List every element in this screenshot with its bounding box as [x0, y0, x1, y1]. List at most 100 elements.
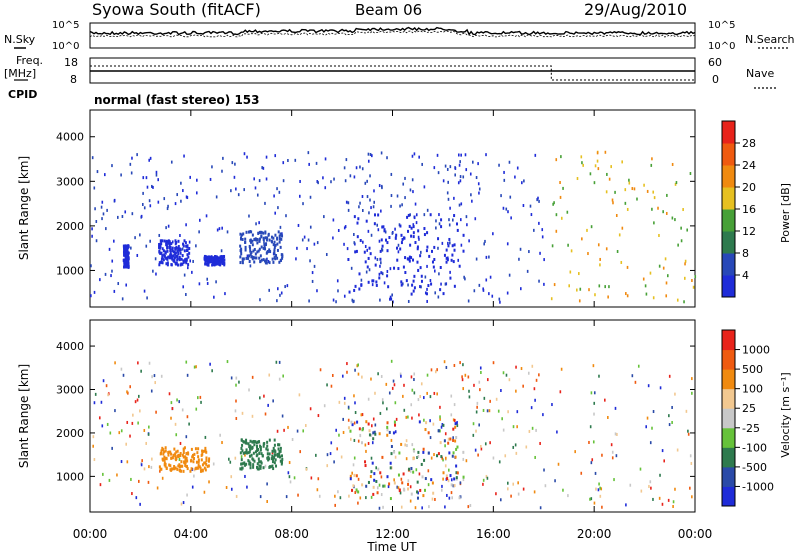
echo-mark — [294, 158, 297, 162]
echo-region-mark — [248, 462, 251, 466]
echo-mark — [539, 441, 541, 445]
echo-region-mark — [184, 463, 187, 467]
echo-mark — [365, 496, 367, 500]
echo-region-mark — [265, 447, 268, 451]
echo-region-mark — [378, 432, 381, 436]
echo-mark — [566, 210, 569, 214]
echo-mark — [235, 187, 237, 191]
echo-mark — [426, 264, 428, 268]
echo-region-mark — [350, 420, 353, 424]
echo-mark — [297, 223, 300, 227]
echo-region-mark — [258, 237, 261, 241]
echo-mark — [275, 360, 278, 364]
echo-mark — [219, 433, 221, 437]
echo-region-mark — [190, 447, 193, 451]
colorbar-segment — [722, 349, 735, 370]
echo-mark — [282, 179, 285, 183]
echo-mark — [430, 456, 433, 460]
echo-mark — [672, 505, 674, 509]
echo-mark — [198, 230, 200, 234]
echo-region-mark — [416, 496, 419, 500]
echo-mark — [345, 158, 348, 162]
echo-mark — [318, 494, 321, 498]
echo-mark — [418, 237, 420, 241]
echo-region-mark — [445, 248, 448, 252]
echo-mark — [148, 425, 150, 429]
echo-region-mark — [400, 442, 403, 446]
echo-mark — [482, 482, 484, 486]
echo-region-mark — [271, 464, 274, 468]
echo-mark — [259, 298, 261, 302]
echo-region-mark — [170, 263, 173, 267]
echo-mark — [95, 220, 98, 224]
echo-mark — [449, 270, 451, 274]
echo-region-mark — [268, 438, 271, 442]
echo-region-mark — [176, 256, 179, 260]
echo-mark — [689, 486, 691, 490]
noise-right-tick-top: 10^5 — [708, 20, 735, 31]
echo-region-mark — [386, 421, 389, 425]
echo-region-mark — [186, 253, 189, 257]
echo-region-mark — [250, 255, 253, 259]
echo-region-mark — [215, 258, 218, 262]
echo-mark — [639, 467, 642, 471]
echo-region-mark — [250, 230, 253, 234]
echo-mark — [640, 489, 643, 493]
echo-mark — [414, 506, 417, 510]
echo-mark — [206, 277, 209, 281]
echo-region-mark — [412, 470, 415, 474]
echo-mark — [621, 226, 624, 230]
echo-mark — [182, 189, 184, 193]
echo-region-mark — [439, 288, 442, 292]
echo-mark — [464, 373, 467, 377]
echo-mark — [386, 269, 389, 273]
echo-region-mark — [239, 232, 242, 236]
echo-mark — [462, 478, 465, 482]
echo-mark — [303, 235, 306, 239]
echo-region-mark — [245, 438, 248, 442]
echo-region-mark — [204, 262, 207, 266]
echo-region-mark — [453, 484, 456, 488]
echo-region-mark — [160, 251, 163, 255]
echo-mark — [369, 152, 372, 156]
echo-mark — [397, 250, 400, 254]
echo-mark — [108, 478, 111, 482]
echo-mark — [650, 163, 653, 167]
echo-mark — [486, 476, 489, 480]
echo-region-mark — [260, 245, 263, 249]
echo-mark — [446, 191, 449, 195]
echo-mark — [180, 502, 183, 506]
echo-region-mark — [355, 488, 358, 492]
echo-mark — [461, 378, 464, 382]
echo-mark — [452, 418, 455, 422]
echo-mark — [419, 285, 421, 289]
echo-mark — [276, 187, 278, 191]
echo-region-mark — [389, 466, 392, 470]
echo-mark — [419, 394, 422, 398]
echo-mark — [209, 177, 212, 181]
echo-region-mark — [169, 468, 172, 472]
echo-region-mark — [413, 449, 416, 453]
echo-region-mark — [412, 235, 415, 239]
echo-mark — [625, 292, 627, 296]
echo-mark — [644, 284, 647, 288]
echo-mark — [336, 279, 339, 283]
echo-region-mark — [249, 249, 252, 253]
echo-region-mark — [183, 249, 186, 253]
echo-mark — [659, 473, 661, 477]
echo-mark — [449, 206, 451, 210]
echo-mark — [446, 167, 449, 171]
echo-region-mark — [275, 254, 278, 258]
echo-mark — [507, 410, 509, 414]
echo-region-mark — [367, 422, 370, 426]
y-tick-label: 4000 — [56, 131, 84, 144]
echo-mark — [335, 428, 337, 432]
echo-mark — [106, 208, 108, 212]
echo-mark — [309, 195, 312, 199]
echo-mark — [365, 270, 368, 274]
echo-region-mark — [354, 250, 357, 254]
echo-mark — [156, 486, 159, 490]
echo-region-mark — [186, 244, 189, 248]
echo-mark — [140, 214, 143, 218]
